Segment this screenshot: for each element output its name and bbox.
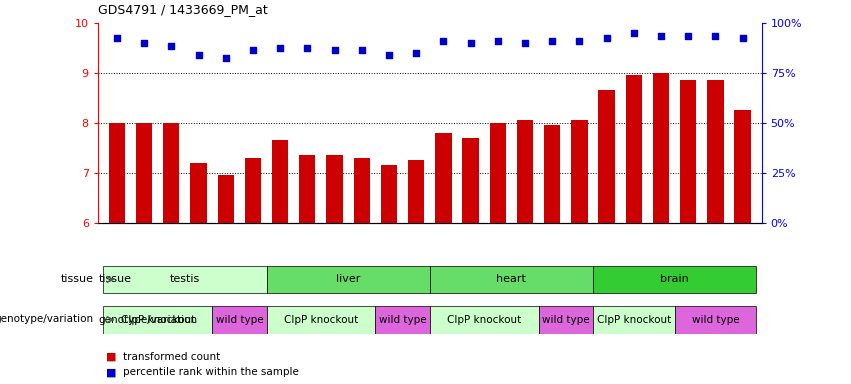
Bar bbox=[571, 120, 587, 223]
Point bbox=[573, 38, 586, 44]
Point bbox=[219, 55, 232, 61]
Point bbox=[709, 33, 722, 39]
Bar bbox=[598, 91, 614, 223]
Bar bbox=[544, 125, 560, 223]
Bar bbox=[266, 266, 430, 293]
Text: heart: heart bbox=[496, 274, 526, 285]
Text: ■: ■ bbox=[106, 367, 117, 377]
Point bbox=[627, 30, 641, 36]
Point bbox=[518, 40, 532, 46]
Point bbox=[382, 53, 396, 59]
Bar bbox=[430, 306, 539, 333]
Point bbox=[328, 48, 341, 54]
Text: wild type: wild type bbox=[542, 314, 590, 325]
Bar bbox=[103, 306, 212, 333]
Text: ■: ■ bbox=[106, 352, 117, 362]
Bar bbox=[103, 266, 266, 293]
Point bbox=[736, 35, 750, 41]
Bar bbox=[675, 306, 757, 333]
Text: ClpP knockout: ClpP knockout bbox=[447, 314, 522, 325]
Bar bbox=[163, 123, 180, 223]
Bar bbox=[593, 266, 757, 293]
Bar bbox=[218, 175, 234, 223]
Point bbox=[137, 40, 151, 46]
Bar bbox=[462, 138, 479, 223]
Text: ClpP knockout: ClpP knockout bbox=[597, 314, 671, 325]
Text: genotype/variation: genotype/variation bbox=[0, 314, 94, 324]
Text: wild type: wild type bbox=[215, 314, 263, 325]
Bar bbox=[707, 81, 723, 223]
Bar bbox=[517, 120, 533, 223]
Bar bbox=[625, 76, 642, 223]
Point bbox=[682, 33, 695, 39]
Point bbox=[654, 33, 668, 39]
Bar bbox=[327, 156, 343, 223]
Text: wild type: wild type bbox=[692, 314, 740, 325]
Bar bbox=[136, 123, 152, 223]
Bar bbox=[380, 165, 397, 223]
Text: percentile rank within the sample: percentile rank within the sample bbox=[123, 367, 300, 377]
Text: testis: testis bbox=[170, 274, 200, 285]
Bar bbox=[430, 266, 593, 293]
Text: GDS4791 / 1433669_PM_at: GDS4791 / 1433669_PM_at bbox=[98, 3, 267, 17]
Bar bbox=[300, 156, 316, 223]
Point bbox=[491, 38, 505, 44]
Point bbox=[545, 38, 559, 44]
Text: ClpP knockout: ClpP knockout bbox=[284, 314, 358, 325]
Bar bbox=[266, 306, 375, 333]
Text: liver: liver bbox=[336, 274, 360, 285]
Bar bbox=[353, 158, 370, 223]
Text: brain: brain bbox=[660, 274, 689, 285]
Point bbox=[164, 43, 178, 49]
Text: tissue: tissue bbox=[99, 274, 131, 285]
Bar bbox=[653, 73, 669, 223]
Bar bbox=[212, 306, 266, 333]
Bar bbox=[734, 111, 751, 223]
Point bbox=[355, 48, 368, 54]
Bar bbox=[245, 158, 261, 223]
Point bbox=[409, 50, 423, 56]
Point bbox=[246, 48, 260, 54]
Point bbox=[191, 53, 205, 59]
Point bbox=[300, 45, 314, 51]
Text: transformed count: transformed count bbox=[123, 352, 220, 362]
Point bbox=[110, 35, 123, 41]
Bar bbox=[272, 140, 288, 223]
Text: tissue: tissue bbox=[60, 274, 94, 284]
Text: wild type: wild type bbox=[379, 314, 426, 325]
Bar bbox=[109, 123, 125, 223]
Text: genotype/variation: genotype/variation bbox=[99, 314, 197, 325]
Text: ClpP knockout: ClpP knockout bbox=[121, 314, 195, 325]
Bar bbox=[408, 161, 425, 223]
Bar bbox=[593, 306, 675, 333]
Bar bbox=[191, 163, 207, 223]
Bar bbox=[435, 133, 452, 223]
Bar bbox=[539, 306, 593, 333]
Point bbox=[437, 38, 450, 44]
Bar bbox=[680, 81, 696, 223]
Point bbox=[600, 35, 614, 41]
Point bbox=[464, 40, 477, 46]
Bar bbox=[375, 306, 430, 333]
Point bbox=[273, 45, 287, 51]
Bar bbox=[489, 123, 506, 223]
